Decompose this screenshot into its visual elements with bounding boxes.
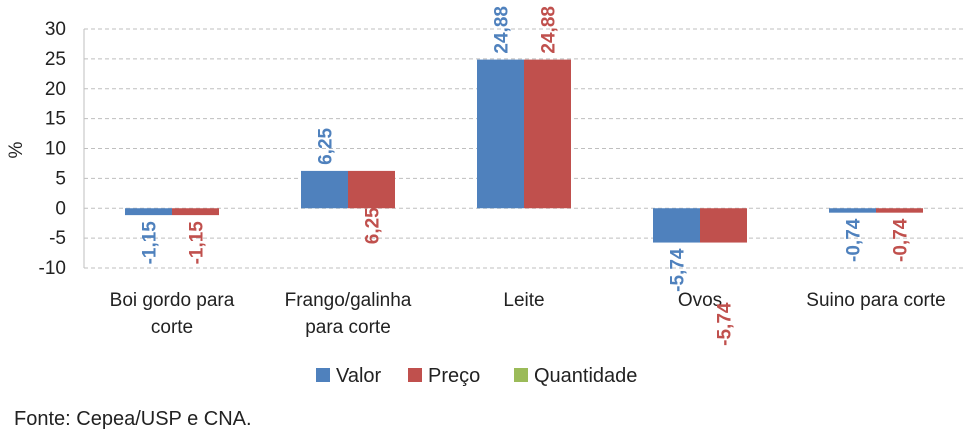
data-label: 24,88: [492, 6, 513, 54]
legend: Valor Preço Quantidade: [316, 365, 637, 387]
bar-valor: [829, 208, 876, 213]
y-tick-label: 20: [45, 79, 66, 100]
bar-preço: [172, 208, 219, 216]
bar-preço: [524, 59, 571, 209]
bar-valor: [301, 170, 348, 209]
bar-valor: [125, 208, 172, 216]
category-label: Boi gordo para: [110, 290, 235, 311]
data-labels: -1,15 -1,15 6,25 6,25 24,88 24,88 -5,74 -5,74 -0…: [140, 6, 912, 346]
category-label: Ovos: [678, 290, 722, 311]
bar-valor: [477, 59, 524, 209]
data-label: -5,74: [715, 302, 736, 346]
y-tick-label: 10: [45, 139, 66, 160]
data-label: -5,74: [668, 248, 689, 292]
y-axis-ticks: 30 25 20 15 10 5 0 -5 -10: [39, 19, 66, 279]
y-tick-label: 0: [55, 198, 66, 219]
category-label: corte: [151, 317, 193, 338]
source-note: Fonte: Cepea/USP e CNA.: [14, 408, 252, 430]
data-label: 6,25: [316, 127, 337, 164]
bar-preço: [876, 208, 923, 213]
data-label: -1,15: [140, 221, 161, 265]
data-label: -0,74: [844, 218, 865, 262]
x-axis-categories: Boi gordo para corte Frango/galinha para co…: [110, 290, 946, 338]
data-label: 24,88: [539, 6, 560, 54]
y-tick-label: -5: [49, 228, 66, 249]
category-label: para corte: [305, 317, 391, 338]
y-tick-label: 30: [45, 19, 66, 40]
legend-label: Valor: [336, 365, 382, 387]
gridlines: [83, 28, 964, 269]
legend-label: Preço: [428, 365, 480, 387]
data-label: -0,74: [891, 218, 912, 262]
data-label: -1,15: [187, 221, 208, 265]
bar-preço: [700, 208, 747, 243]
legend-swatch-valor: [316, 368, 330, 382]
category-label: Suino para corte: [806, 290, 945, 311]
data-label: 6,25: [363, 207, 384, 244]
category-label: Leite: [503, 290, 544, 311]
legend-swatch-preço: [408, 368, 422, 382]
y-tick-label: 25: [45, 49, 66, 70]
y-axis-label: %: [6, 141, 27, 158]
bar-valor: [653, 208, 700, 243]
y-tick-label: -10: [39, 258, 66, 279]
y-tick-label: 5: [55, 168, 66, 189]
legend-label: Quantidade: [534, 365, 637, 387]
bar-preço: [348, 170, 395, 209]
bars: [125, 59, 923, 243]
legend-swatch-quantidade: [514, 368, 528, 382]
y-tick-label: 15: [45, 109, 66, 130]
category-label: Frango/galinha: [285, 290, 412, 311]
